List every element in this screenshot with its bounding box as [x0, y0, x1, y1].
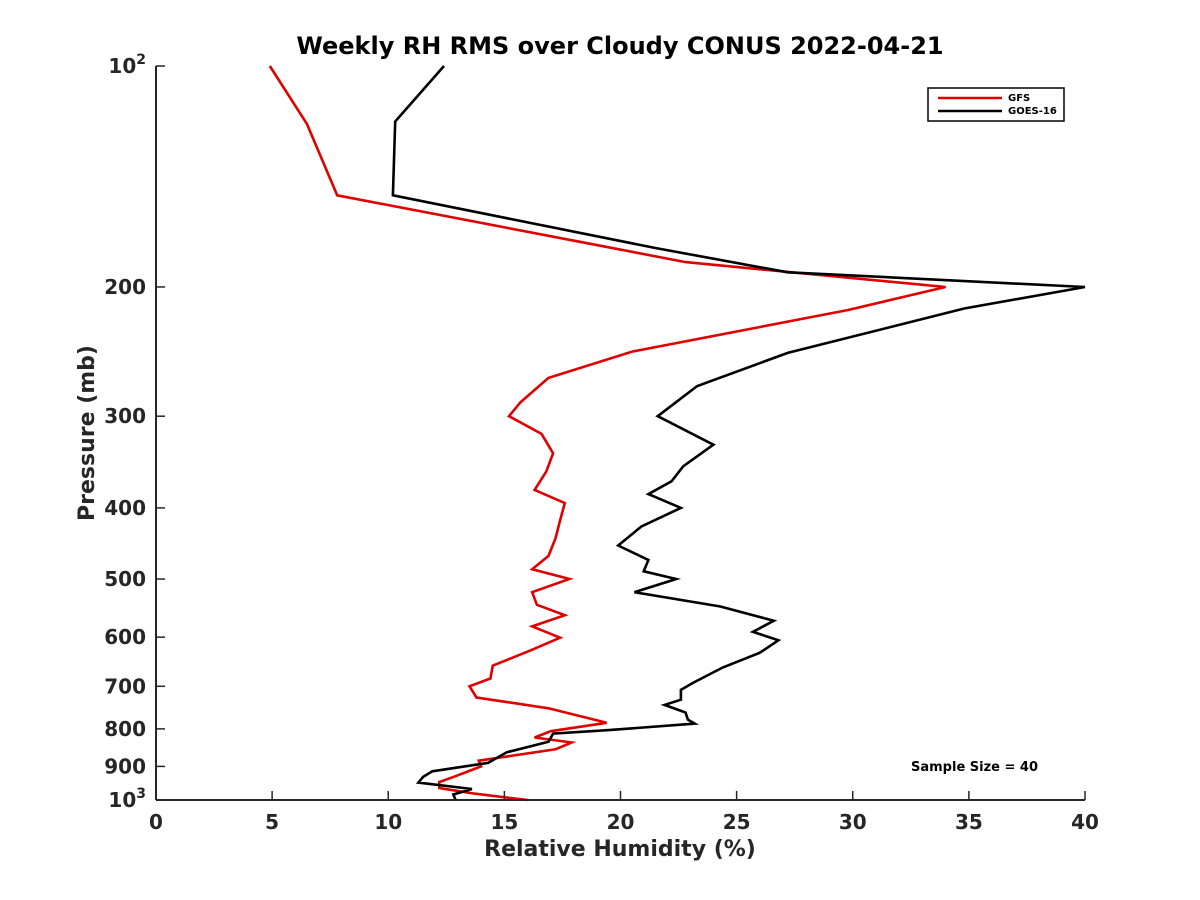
legend-label-goes16: GOES-16: [1008, 106, 1057, 117]
x-tick-label: 20: [607, 810, 635, 834]
sample-size-annotation: Sample Size = 40: [911, 760, 1038, 775]
x-tick-label: 40: [1071, 810, 1099, 834]
x-tick-label: 10: [374, 810, 402, 834]
y-tick-label: 102: [108, 52, 146, 78]
x-axis-label: Relative Humidity (%): [484, 837, 756, 862]
y-tick-label: 800: [104, 717, 146, 741]
series-layer: [268, 65, 1086, 802]
y-tick-label: 300: [104, 404, 146, 428]
x-tick-label: 15: [490, 810, 518, 834]
y-axis-label: Pressure (mb): [75, 345, 100, 521]
x-tick-label: 30: [839, 810, 867, 834]
series-line-gfs: [268, 65, 946, 802]
y-tick-label: 700: [104, 674, 146, 698]
y-tick-label: 103: [108, 786, 146, 812]
legend-box: [927, 87, 1065, 122]
legend: GFS GOES-16: [927, 87, 1065, 122]
x-tick-label: 25: [723, 810, 751, 834]
series-line-goes-16: [391, 65, 1086, 801]
x-tick-label: 5: [265, 810, 279, 834]
y-tick-label: 600: [104, 625, 146, 649]
x-ticks: 0 5 10 15 20 25 30 35 40: [149, 791, 1099, 834]
y-tick-label: 500: [104, 567, 146, 591]
y-tick-label: 200: [104, 275, 146, 299]
x-tick-label: 0: [149, 810, 163, 834]
legend-label-gfs: GFS: [1008, 93, 1030, 104]
y-ticks: 102 200 300 400 500 600 700 800 900 103: [104, 52, 165, 812]
x-tick-label: 35: [955, 810, 983, 834]
chart-title: Weekly RH RMS over Cloudy CONUS 2022-04-…: [296, 32, 943, 60]
y-tick-label: 400: [104, 496, 146, 520]
y-tick-label: 900: [104, 754, 146, 778]
